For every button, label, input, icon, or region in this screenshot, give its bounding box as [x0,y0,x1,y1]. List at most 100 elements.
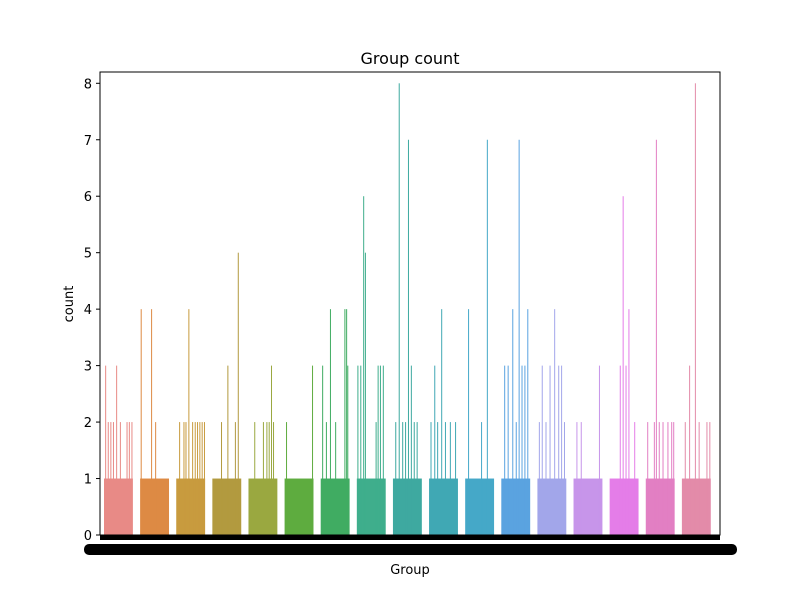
bar-spike [515,422,517,535]
bar-spike [441,309,443,535]
bar-spike [541,365,543,535]
bar-spike [455,422,457,535]
bar-spike [357,365,359,535]
bar-spike [237,252,239,535]
y-tick-label: 4 [84,303,92,318]
bar-spike [199,422,201,535]
bar-spike [405,422,407,535]
x-axis-label: Group [390,563,430,578]
bar-base-block [140,478,170,535]
bar-spike [545,422,547,535]
bar-spike [647,422,649,535]
y-tick-label: 5 [84,247,92,262]
bar-spike [504,365,506,535]
bar-spike [271,365,273,535]
bar-spike [667,422,669,535]
bar-spike [110,422,112,535]
bar-base-block [645,478,675,535]
bar-spike [312,365,314,535]
bar-spike [155,422,157,535]
y-tick-label: 1 [84,473,92,488]
bar-spike [131,422,133,535]
bar-spike [468,309,470,535]
bar-base-block [104,478,133,535]
bar-spike [234,422,236,535]
bar-spike [402,422,404,535]
bar-spike [262,422,264,535]
bar-spike [706,422,708,535]
bar-spike [558,365,560,535]
bar-spike [197,422,199,535]
bar-spike [580,422,582,535]
bar-spike [119,422,121,535]
bar-base-block [609,478,639,535]
bar-spike [653,422,655,535]
bar-spike [619,365,621,535]
y-tick-label: 0 [84,529,92,544]
bar-spike [329,309,331,535]
bar-spike [375,422,377,535]
bar-spike [346,309,348,535]
y-tick-label: 3 [84,360,92,375]
bar-spike [273,422,275,535]
bar-spike [598,365,600,535]
bar-spike [430,422,432,535]
bar-spike [410,365,412,535]
bar-spike [634,422,636,535]
bars-layer [104,83,711,535]
bar-spike [444,422,446,535]
x-tick-labels-overlap [84,544,737,555]
bar-spike [286,422,288,535]
bar-base-block [573,478,603,535]
bar-spike [201,422,203,535]
bar-spike [379,365,381,535]
y-axis: 0 1 2 3 4 5 6 7 8 [84,77,100,544]
y-tick-label: 7 [84,134,92,149]
bar-spike [576,422,578,535]
y-tick-label: 2 [84,416,92,431]
bar-spike [416,422,418,535]
bar-spike [561,365,563,535]
bar-spike [512,309,514,535]
bar-spike [689,365,691,535]
y-tick-label: 8 [84,77,92,92]
bar-spike [407,139,409,535]
bar-spike [325,422,327,535]
bar-spike [507,365,509,535]
bar-spike [221,422,223,535]
plot-frame [99,71,721,536]
bar-spike [625,365,627,535]
x-axis [84,535,737,555]
bar-spike [322,365,324,535]
x-tick-marks-dense [100,535,720,540]
bar-spike [554,309,556,535]
bar-spike [140,309,142,535]
bar-spike [694,83,696,535]
bar-spike [395,422,397,535]
bar-spike [128,422,130,535]
bar-spike [673,422,675,535]
bar-spike [183,422,185,535]
bar-spike [360,365,362,535]
bar-spike [437,422,439,535]
bar-base-block [284,478,314,535]
bar-spike [112,422,114,535]
bar-spike [185,422,187,535]
bar-spike [116,365,118,535]
bar-spike [521,365,523,535]
bar-spike [107,422,109,535]
bar-spike [413,422,415,535]
bar-spike [266,422,268,535]
bar-spike [658,422,660,535]
bar-spike [203,422,205,535]
bar-base-block [212,478,242,535]
bar-spike [268,422,270,535]
bar-spike [549,365,551,535]
bar-spike [364,252,366,535]
bar-base-block [176,478,206,535]
bar-spike [671,422,673,535]
bar-spike [524,365,526,535]
bar-spike [527,309,529,535]
bar-spike [563,422,565,535]
